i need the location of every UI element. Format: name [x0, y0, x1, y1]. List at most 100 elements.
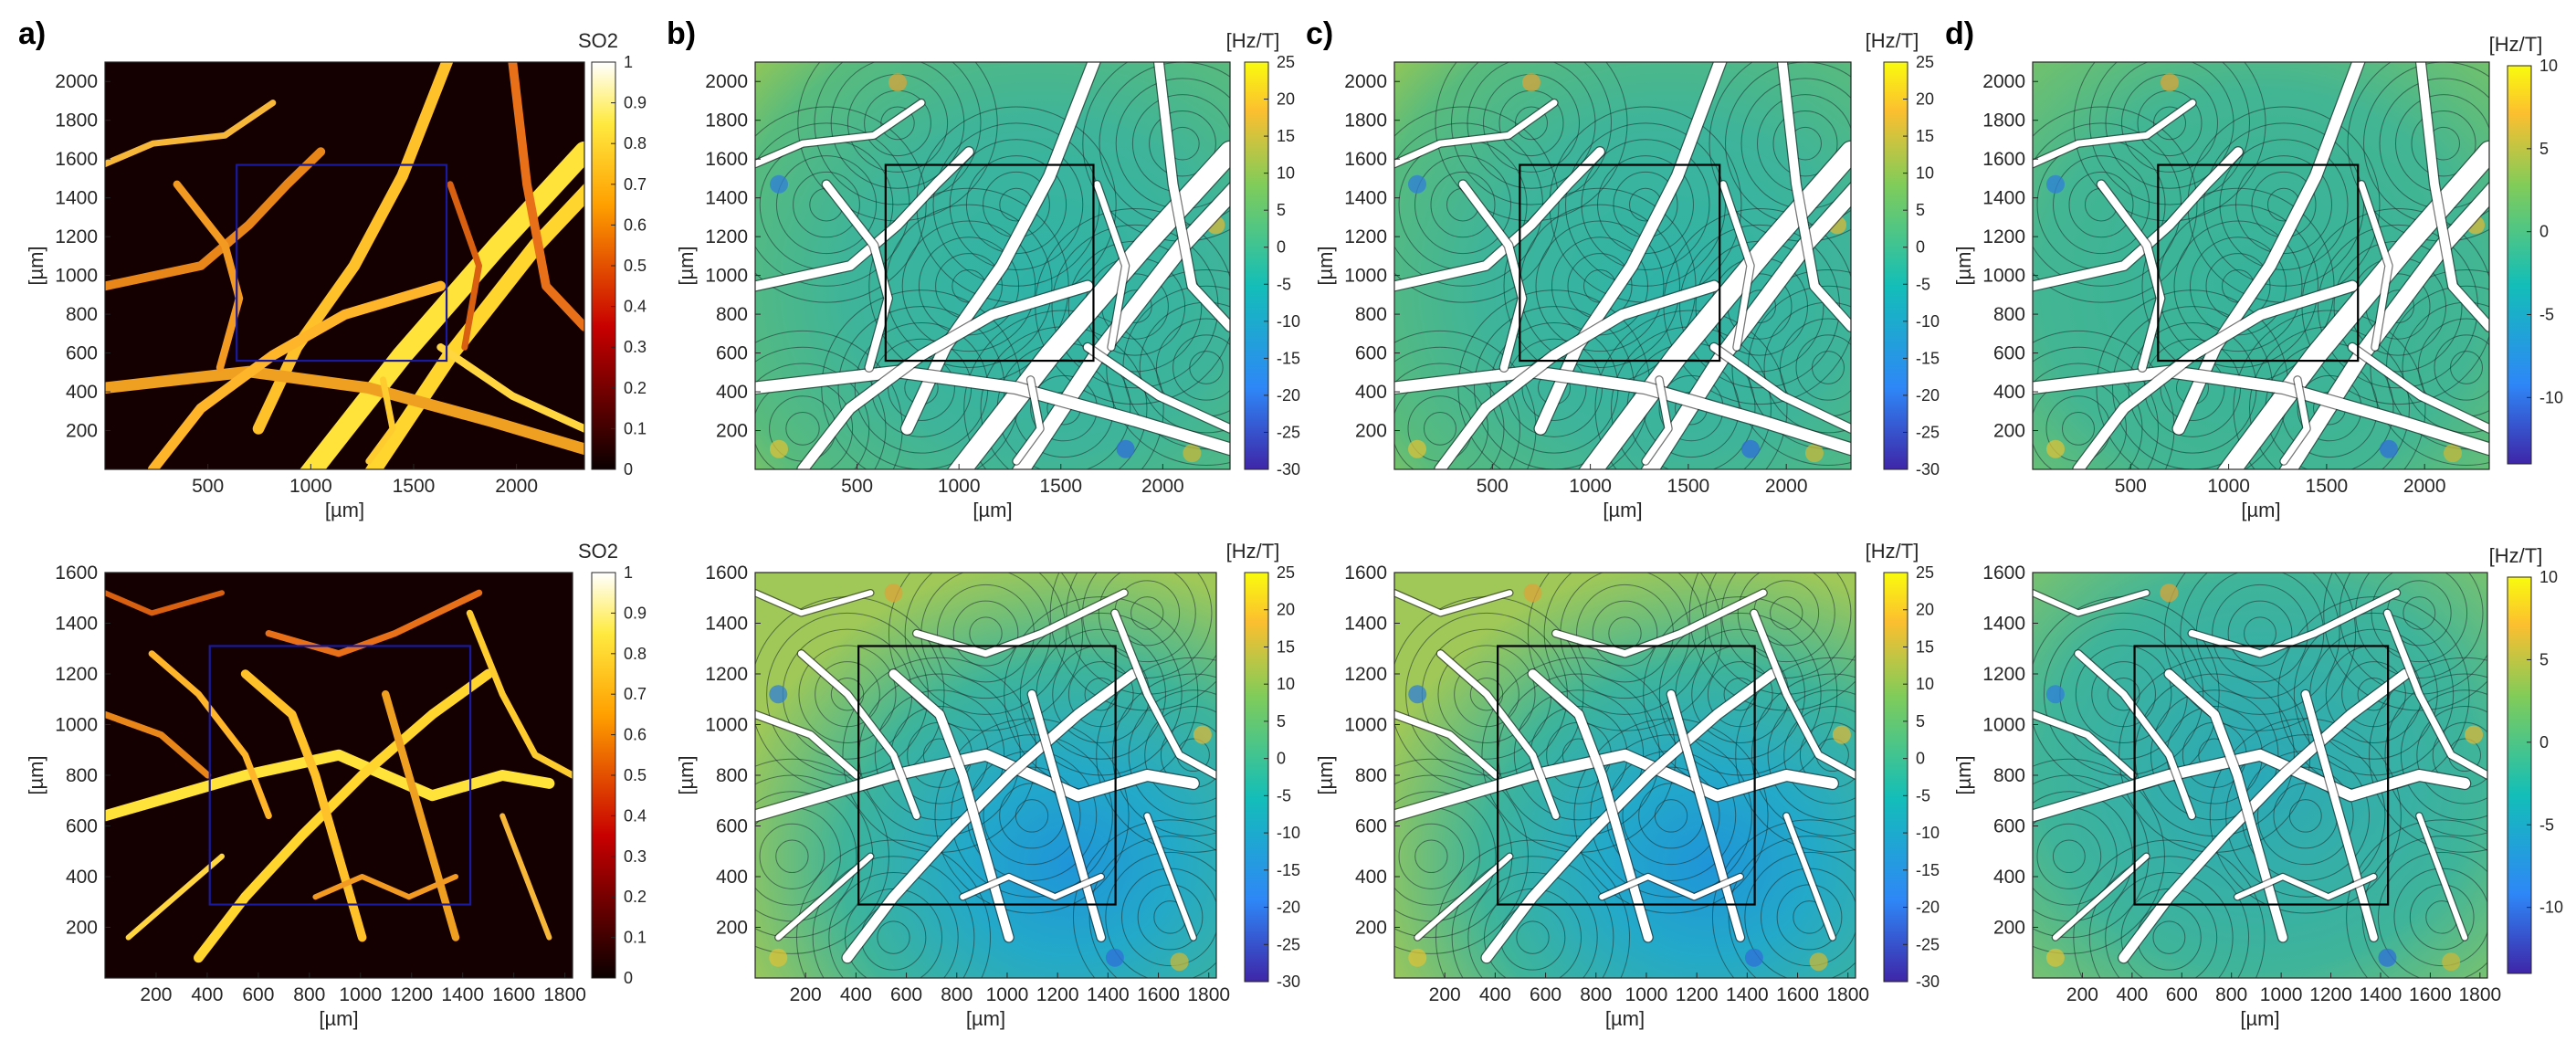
x-tick-label: 1000	[2260, 984, 2303, 1005]
axes-frame	[1393, 61, 1852, 470]
vessel	[105, 590, 225, 616]
y-tick-label: 600	[716, 343, 748, 364]
colorbar-tick-label: 15	[1916, 637, 1934, 656]
ticks: 200 400 600 800 1000 1200 1400 1600 1800 200 400 60…	[705, 563, 1230, 1005]
x-tick-label: 1500	[1667, 476, 1710, 497]
vessel	[1012, 183, 1230, 469]
colorbar-tick-label: 0.7	[624, 175, 647, 194]
x-tick-label: 1200	[2309, 984, 2352, 1005]
y-tick-label: 200	[1355, 918, 1387, 939]
y-tick-label: 400	[66, 867, 98, 888]
vessel-network	[755, 588, 1216, 964]
vessel	[1394, 590, 1513, 616]
vessel	[2280, 376, 2310, 465]
map-image	[1394, 573, 1856, 978]
colorbar-tick-label: -20	[1916, 899, 1940, 917]
vessel-network	[2033, 588, 2487, 964]
vessel	[2033, 365, 2489, 455]
x-tick-label: 1400	[441, 984, 484, 1005]
vessel	[1083, 343, 1230, 433]
x-tick-label: 2000	[1765, 476, 1808, 497]
x-tick-label: 1200	[1036, 984, 1079, 1005]
y-tick-label: 800	[1993, 304, 2025, 325]
vessel	[105, 710, 212, 779]
colorbar-tick-label: 0.5	[624, 766, 647, 784]
colorbar-tick-label: -15	[1916, 349, 1940, 367]
x-tick-label: 1600	[492, 984, 535, 1005]
field-hotspots	[1408, 584, 1851, 972]
y-tick-label: 1600	[55, 149, 98, 170]
vessel	[466, 609, 573, 779]
colorbar-tick-label: 0.9	[624, 94, 647, 112]
y-tick-label: 2000	[1982, 71, 2025, 92]
y-axis-label: [µm]	[25, 755, 47, 794]
colorbar-tick-label: 0.9	[624, 604, 647, 622]
y-tick-label: 200	[66, 421, 98, 442]
field-hotspots	[769, 584, 1212, 972]
colorbar-tick-label: 1	[624, 53, 633, 71]
roi-box	[236, 163, 448, 363]
y-axis-label: [µm]	[1952, 246, 1975, 285]
x-tick-label: 800	[941, 984, 973, 1005]
vessel	[1481, 668, 1778, 963]
vessel	[797, 280, 1093, 469]
vessel-network	[2033, 62, 2489, 469]
vessel	[2119, 668, 2411, 963]
x-tick-label: 200	[2066, 984, 2098, 1005]
colorbar-tick-label: 5	[1916, 712, 1925, 731]
vessel	[1435, 280, 1719, 469]
vessel	[1599, 874, 1743, 900]
vessel	[2033, 100, 2196, 167]
y-tick-label: 1400	[1982, 614, 2025, 635]
x-tick-label: 1400	[1726, 984, 1769, 1005]
vessel	[775, 853, 874, 941]
y-tick-label: 1200	[1344, 664, 1387, 685]
y-tick-label: 1000	[1982, 715, 2025, 736]
colorbar-title: [Hz/T]	[1866, 29, 1919, 52]
vessel	[125, 853, 225, 941]
ticks: 500 1000 1500 2000 200 400 600 800 1000 1200 1400 1…	[1344, 71, 1807, 497]
x-axis-label: [µm]	[319, 1007, 358, 1030]
colorbar-tick-label: 25	[1916, 53, 1934, 71]
x-tick-label: 1500	[393, 476, 436, 497]
x-tick-label: 500	[841, 476, 873, 497]
vessel	[2301, 690, 2378, 941]
vessel-network	[105, 62, 584, 469]
x-tick-label: 800	[2215, 984, 2247, 1005]
vessel	[755, 710, 860, 779]
colorbar: -30 -25 -20 -15 -10 -5 0 5 10 15 20 25[Hz/T]	[1226, 540, 1300, 991]
x-tick-label: 1000	[1625, 984, 1668, 1005]
vessel	[382, 690, 460, 941]
vessel	[2217, 141, 2489, 469]
y-tick-label: 1000	[705, 266, 748, 287]
y-tick-label: 800	[1355, 765, 1387, 786]
vessel	[2383, 609, 2487, 779]
colorbar-tick-label: 0.4	[624, 298, 647, 316]
map-image	[2033, 62, 2489, 469]
y-tick-label: 1400	[55, 614, 98, 635]
colorbar-tick-label: 0	[1277, 750, 1286, 768]
colorbar-tick-label: 0.8	[624, 645, 647, 663]
colorbar-tick-label: -30	[1916, 460, 1940, 478]
map-image	[2033, 573, 2487, 978]
roi-box	[884, 163, 1095, 363]
colorbar-tick-label: 10	[2539, 57, 2558, 75]
vessel	[842, 668, 1139, 963]
x-tick-label: 2000	[495, 476, 538, 497]
field-hotspots	[1408, 73, 1846, 463]
y-tick-label: 600	[66, 343, 98, 364]
colorbar-tick-label: 0	[624, 460, 633, 478]
x-tick-label: 1500	[2306, 476, 2349, 497]
x-tick-label: 1000	[2207, 476, 2250, 497]
vessel	[755, 147, 973, 291]
y-tick-label: 1400	[1344, 188, 1387, 209]
y-tick-label: 1400	[1982, 188, 2025, 209]
vessel	[2234, 874, 2377, 900]
chart-b-top: 500 1000 1500 20002004006008001000120014001…	[675, 29, 1300, 521]
map-image	[1394, 62, 1851, 469]
vessel	[508, 62, 584, 331]
x-axis-label: [µm]	[966, 1007, 1005, 1030]
vessel	[1719, 181, 1754, 351]
x-tick-label: 800	[1580, 984, 1612, 1005]
axes-frame	[104, 61, 585, 470]
